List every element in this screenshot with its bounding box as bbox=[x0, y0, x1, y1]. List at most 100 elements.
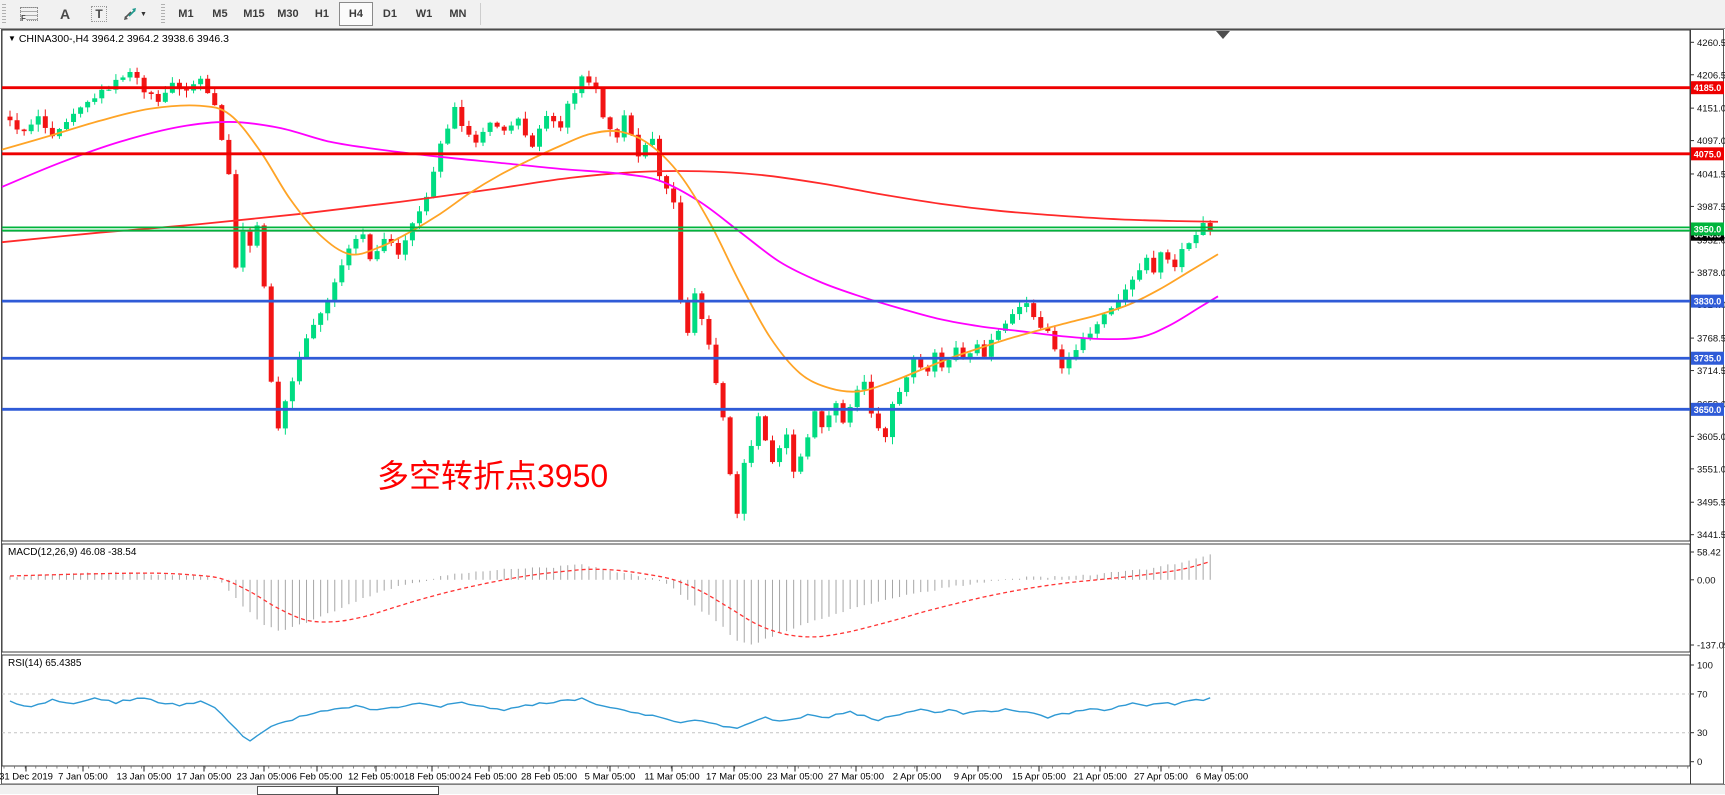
candle-body bbox=[727, 417, 733, 475]
candle-body bbox=[953, 347, 959, 361]
time-tick-label: 13 Jan 05:00 bbox=[117, 772, 172, 783]
candle-body bbox=[416, 211, 422, 224]
candle-body bbox=[318, 313, 324, 325]
horizontal-scrollbar[interactable] bbox=[0, 784, 1725, 795]
candle-body bbox=[424, 196, 430, 212]
chart-text-annotation[interactable]: 多空转折点3950 bbox=[377, 458, 609, 494]
candle-body bbox=[995, 330, 1001, 340]
candle-body bbox=[494, 122, 500, 127]
arrows-icon bbox=[124, 8, 136, 20]
symbol-dropdown-icon[interactable]: ▼ bbox=[8, 34, 16, 43]
level-line-3950.0[interactable] bbox=[2, 226, 1690, 232]
candle-body bbox=[1002, 323, 1008, 331]
timeframe-button-m5[interactable]: M5 bbox=[212, 8, 228, 20]
candle-body bbox=[501, 126, 507, 131]
candle-body bbox=[1200, 222, 1206, 235]
candle-body bbox=[784, 434, 790, 449]
candle-body bbox=[734, 474, 740, 514]
badge-label: 3830.0 bbox=[1694, 297, 1722, 307]
candle-body bbox=[1031, 303, 1037, 318]
candle-body bbox=[544, 116, 550, 129]
candle-body bbox=[452, 106, 458, 129]
timeframe-button-m15[interactable]: M15 bbox=[243, 8, 265, 20]
candlestick-series bbox=[7, 67, 1213, 521]
candle-body bbox=[1094, 324, 1100, 334]
candle-body bbox=[1010, 314, 1016, 324]
badge-rect bbox=[1691, 351, 1724, 365]
timeframe-button-m1[interactable]: M1 bbox=[178, 8, 194, 20]
candle-body bbox=[445, 128, 451, 144]
candle-body bbox=[311, 324, 317, 339]
candle-body bbox=[1115, 299, 1121, 309]
axis-tick-label: 0.00 bbox=[1697, 575, 1716, 586]
candle-body bbox=[261, 225, 267, 287]
axis-tick-label: 3878.0 bbox=[1697, 268, 1725, 279]
macd-histogram bbox=[9, 554, 1211, 645]
arrows-tool-button[interactable]: ▼ bbox=[116, 2, 153, 26]
timeframe-button-h1[interactable]: H1 bbox=[314, 8, 329, 20]
rsi-axis-ticks: 100 70 30 0 bbox=[1690, 661, 1713, 768]
symbol-title: CHINA300-,H4 bbox=[18, 33, 89, 45]
ma_red-line bbox=[1, 170, 1219, 244]
text-box-button[interactable]: T bbox=[82, 2, 116, 26]
toolbar-grip-2[interactable] bbox=[160, 4, 165, 24]
candle-body bbox=[1052, 330, 1058, 350]
candle-body bbox=[868, 381, 874, 414]
axis-tick-label: 3495.5 bbox=[1697, 498, 1725, 509]
candle-body bbox=[904, 377, 910, 392]
grid-template-button[interactable]: F bbox=[10, 2, 48, 26]
candle-body bbox=[1179, 249, 1185, 268]
text-label-button[interactable]: A bbox=[48, 2, 82, 26]
time-tick-label: 6 May 05:00 bbox=[1196, 772, 1248, 783]
rsi-indicator-label: RSI(14) 65.4385 bbox=[8, 658, 82, 669]
rsi-pane bbox=[1, 654, 1691, 767]
price-badge-3950.0: 3950.0 bbox=[1691, 222, 1724, 236]
candle-body bbox=[854, 389, 860, 407]
axis-tick-label: 70 bbox=[1697, 690, 1708, 701]
rsi-line bbox=[9, 697, 1211, 742]
axis-tick-label: 3441.5 bbox=[1697, 530, 1725, 541]
candle-body bbox=[755, 416, 761, 446]
toolbar-grip[interactable] bbox=[2, 4, 6, 24]
time-tick-label: 9 Apr 05:00 bbox=[954, 772, 1003, 783]
candle-body bbox=[812, 411, 818, 438]
dropdown-caret-icon: ▼ bbox=[140, 10, 147, 18]
candle-body bbox=[911, 359, 917, 378]
candle-body bbox=[198, 78, 204, 85]
time-tick-label: 24 Feb 05:00 bbox=[461, 772, 517, 783]
candle-body bbox=[798, 456, 804, 472]
timeframe-button-m30[interactable]: M30 bbox=[277, 8, 299, 20]
time-tick-label: 17 Mar 05:00 bbox=[706, 772, 762, 783]
candle-body bbox=[529, 135, 535, 147]
ma_orange-line bbox=[1, 104, 1219, 393]
candle-body bbox=[1080, 337, 1086, 351]
candle-body bbox=[35, 116, 41, 125]
candle-body bbox=[431, 171, 437, 197]
timeframe-button-mn[interactable]: MN bbox=[449, 8, 467, 20]
candle-body bbox=[240, 229, 246, 268]
timeframe-button-d1[interactable]: D1 bbox=[382, 8, 397, 20]
time-tick-label: 7 Jan 05:00 bbox=[58, 772, 108, 783]
candle-body bbox=[748, 445, 754, 463]
macd-pane bbox=[1, 543, 1691, 653]
candle-body bbox=[339, 265, 345, 283]
time-tick-label: 15 Apr 05:00 bbox=[1012, 772, 1066, 783]
candle-body bbox=[1045, 327, 1051, 331]
candle-body bbox=[967, 353, 973, 360]
candle-body bbox=[78, 107, 84, 114]
candle-body bbox=[897, 391, 903, 404]
candle-body bbox=[635, 134, 641, 157]
candle-body bbox=[71, 113, 77, 123]
candle-body bbox=[1017, 306, 1023, 315]
time-tick-label: 27 Mar 05:00 bbox=[828, 772, 884, 783]
timeframe-button-w1[interactable]: W1 bbox=[415, 8, 433, 20]
axis-tick-label: 58.42 bbox=[1697, 547, 1721, 558]
axis-tick-label: 3714.5 bbox=[1697, 366, 1725, 377]
candle-body bbox=[706, 318, 712, 345]
badge-label: 3650.0 bbox=[1694, 405, 1722, 415]
badge-rect bbox=[1691, 81, 1724, 95]
candle-body bbox=[487, 122, 493, 132]
time-tick-label: 5 Mar 05:00 bbox=[585, 772, 636, 783]
timeframe-button-h4[interactable]: H4 bbox=[338, 2, 373, 26]
